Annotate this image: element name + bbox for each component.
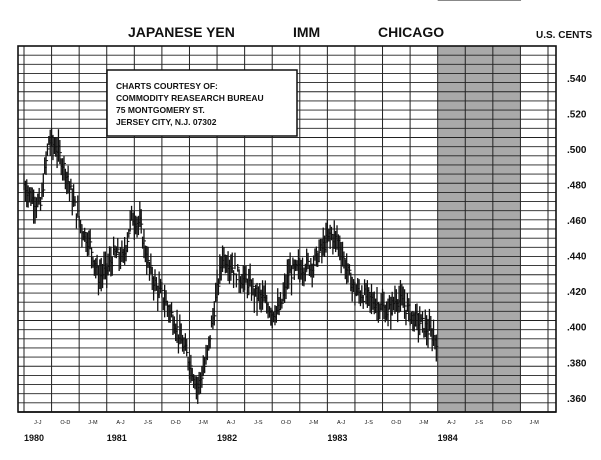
y-tick-label: .480 bbox=[567, 181, 587, 192]
x-tick-label: O-D bbox=[502, 420, 512, 426]
x-tick-labels: J-J O-D J-M A-J J-S O-D J-M A-J J-S O-D J-M A-J J-S O… bbox=[34, 420, 539, 426]
year-label: 1984 bbox=[438, 433, 458, 443]
y-tick-label: .400 bbox=[567, 323, 587, 334]
y-tick-label: .420 bbox=[567, 287, 587, 298]
frame-layer bbox=[17, 45, 557, 413]
credit-line-4: JERSEY CITY, N.J. 07302 bbox=[116, 117, 217, 127]
y-tick-label: .380 bbox=[567, 358, 587, 369]
x-tick-label: J-M bbox=[88, 420, 98, 426]
price-bars-layer bbox=[23, 0, 522, 404]
x-tick-label: O-D bbox=[391, 420, 401, 426]
credit-line-1: CHARTS COURTESY OF: bbox=[116, 81, 218, 91]
y-tick-label: .540 bbox=[567, 74, 587, 85]
x-tick-label: J-J bbox=[34, 420, 42, 426]
credit-box-frame bbox=[106, 69, 298, 137]
y-tick-label: .360 bbox=[567, 394, 587, 405]
x-tick-label: J-S bbox=[254, 420, 263, 426]
y-tick-label: .500 bbox=[567, 145, 587, 156]
credit-box: CHARTS COURTESY OF: COMMODITY REASEARCH … bbox=[106, 69, 298, 137]
x-tick-label: A-J bbox=[227, 420, 236, 426]
x-tick-label: J-S bbox=[475, 420, 484, 426]
chart-title-right: CHICAGO bbox=[378, 24, 444, 40]
x-tick-label: J-M bbox=[199, 420, 209, 426]
credit-line-3: 75 MONTGOMERY ST. bbox=[116, 105, 205, 115]
x-tick-label: J-S bbox=[365, 420, 374, 426]
y-tick-label: .520 bbox=[567, 110, 587, 121]
units-label: U.S. CENTS bbox=[536, 30, 592, 41]
year-label: 1981 bbox=[107, 433, 127, 443]
credit-line-2: COMMODITY REASEARCH BUREAU bbox=[116, 93, 264, 103]
year-label: 1982 bbox=[217, 433, 237, 443]
year-label: 1983 bbox=[327, 433, 347, 443]
x-tick-label: O-D bbox=[281, 420, 291, 426]
x-tick-label: A-J bbox=[447, 420, 456, 426]
y-tick-labels: .360 .380 .400 .420 .440 .460 .480 .500 .520 .540 bbox=[567, 74, 587, 405]
chart-title-left: JAPANESE YEN bbox=[128, 24, 235, 40]
x-tick-label: A-J bbox=[116, 420, 125, 426]
x-tick-label: A-J bbox=[337, 420, 346, 426]
y-tick-label: .460 bbox=[567, 216, 587, 227]
x-tick-label: J-M bbox=[309, 420, 319, 426]
year-label: 1980 bbox=[24, 433, 44, 443]
y-tick-label: .440 bbox=[567, 252, 587, 263]
x-tick-label: O-D bbox=[171, 420, 181, 426]
chart-title-middle: IMM bbox=[293, 24, 320, 40]
year-labels: 1980 1981 1982 1983 1984 bbox=[24, 433, 458, 443]
x-tick-label: J-M bbox=[530, 420, 540, 426]
x-tick-label: O-D bbox=[60, 420, 70, 426]
x-tick-label: J-M bbox=[419, 420, 429, 426]
x-tick-label: J-S bbox=[144, 420, 153, 426]
